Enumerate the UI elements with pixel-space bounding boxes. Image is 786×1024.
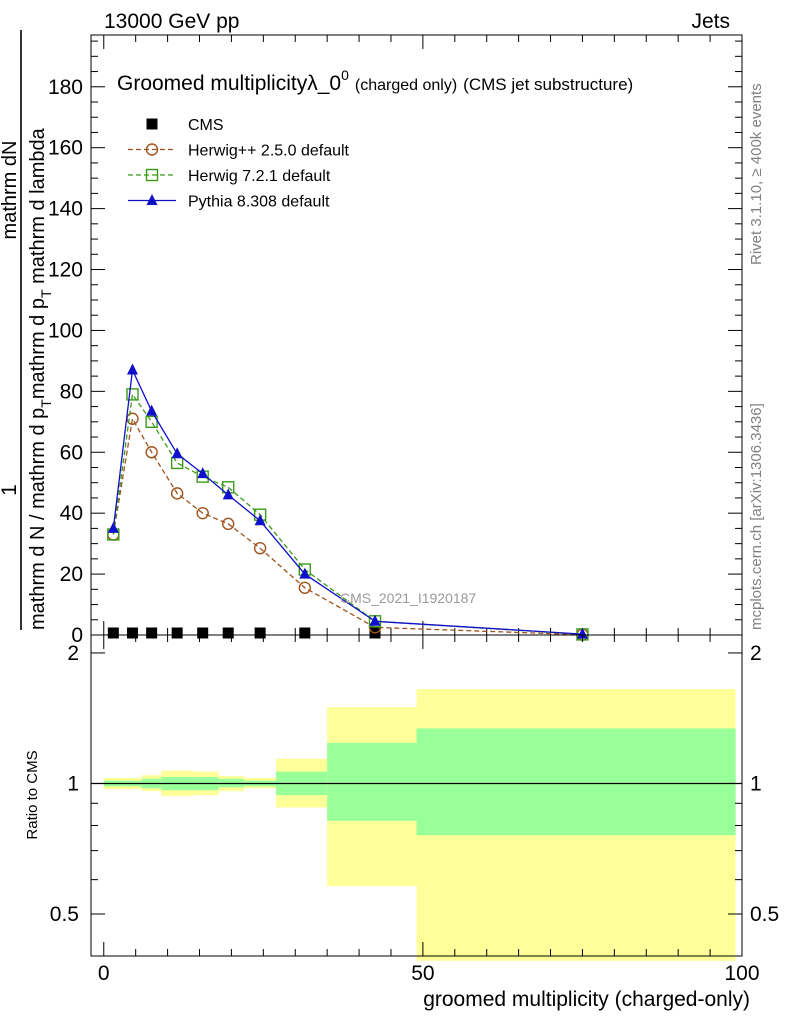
series-3-point-4	[197, 467, 209, 479]
plot-title: Groomed multiplicityλ_00 (charged only) (C…	[117, 67, 633, 95]
main-ytick-label: 100	[48, 319, 83, 342]
legend: CMS Herwig++ 2.5.0 default Herwig 7.2.1 de…	[128, 117, 350, 211]
ratio-stat-band-9	[416, 728, 736, 836]
legend-label-3: Pythia 8.308 default	[188, 194, 330, 211]
ratio-frame	[90, 634, 743, 957]
main-ytick-label: 140	[48, 198, 83, 221]
main-ytick-label: 180	[48, 76, 83, 99]
ratio-xtick-label: 0	[98, 962, 110, 985]
series-3-point-8	[369, 614, 381, 626]
legend-label-2: Herwig 7.2.1 default	[188, 168, 331, 185]
y-axis-label: 1 mathrm dN mathrm d N / mathrm d pTmath…	[0, 30, 54, 630]
ylabel-den-sub2: T	[38, 289, 54, 298]
main-panel: 0 20 40 60 80 100 120 140 160 180	[48, 34, 743, 647]
ratio-xtick-label: 100	[724, 962, 759, 985]
ratio-ytick-label-left: 1	[67, 772, 79, 795]
series-2-point-1	[126, 388, 139, 401]
main-ytick-label: 80	[60, 380, 83, 403]
series-3-point-9	[576, 627, 588, 639]
ylabel-den-sub1: T	[38, 399, 54, 408]
legend-marker-0	[146, 118, 158, 130]
series-2-point-2	[145, 415, 158, 429]
series-1-point-4	[196, 506, 209, 520]
series-1-point-3	[170, 487, 184, 500]
main-ytick-label: 20	[60, 563, 83, 586]
x-axis-label: groomed multiplicity (charged-only)	[423, 988, 750, 1011]
series-line-3	[112, 367, 583, 635]
series-1-point-2	[145, 446, 158, 459]
ratio-xtick-label: 50	[411, 962, 434, 985]
series-3-point-2	[146, 404, 158, 416]
series-1-point-5	[222, 517, 235, 531]
ylabel-denominator: mathrm d N / mathrm d pTmathrm d pT math…	[27, 127, 54, 630]
ratio-ytick-label-right: 0.5	[750, 903, 779, 926]
legend-label-0: CMS	[188, 117, 224, 134]
ylabel-den-part3: mathrm d lambda	[27, 127, 49, 289]
series-3-point-3	[171, 447, 183, 459]
main-ytick-label: 160	[48, 137, 83, 160]
series-line-2	[112, 392, 583, 636]
rivet-info-label: Rivet 3.1.10, ≥ 400k events	[748, 83, 765, 265]
ratio-ytick-label-left: 0.5	[50, 903, 79, 926]
series-3-point-0	[107, 521, 119, 533]
series-3-point-1	[126, 363, 138, 375]
series-0-point-5	[222, 627, 234, 639]
legend-marker-2	[145, 168, 159, 182]
main-ytick-label: 120	[48, 259, 83, 282]
main-ytick-label: 60	[60, 441, 83, 464]
series-0-point-7	[299, 627, 311, 639]
legend-marker-1	[145, 143, 159, 156]
series-2-point-3	[170, 456, 184, 470]
series-0-point-0	[107, 627, 119, 639]
analysis-watermark: CMS_2021_I1920187	[340, 590, 476, 606]
main-ytick-label: 0	[71, 624, 83, 647]
ylabel-one: 1	[0, 484, 21, 496]
series-3-point-7	[299, 567, 311, 579]
header-jets-label: Jets	[691, 10, 730, 33]
header-energy-label: 13000 GeV pp	[104, 10, 239, 33]
mcplots-info-label: mcplots.cern.ch [arXiv:1306.3436]	[748, 403, 765, 630]
series-1-point-6	[253, 541, 267, 555]
legend-marker-3	[146, 194, 158, 205]
plot-title-small: (charged only)	[355, 77, 457, 94]
ylabel-numerator: mathrm dN	[0, 141, 21, 240]
plot-title-sup: 0	[341, 67, 349, 83]
plot-title-suffix: (CMS jet substructure)	[463, 75, 633, 94]
plot-title-main: Groomed multiplicityλ_0	[117, 72, 341, 95]
series-3-point-6	[254, 514, 266, 526]
series-3-point-5	[222, 488, 234, 500]
series-0-point-1	[126, 627, 138, 639]
ratio-ylabel: Ratio to CMS	[24, 750, 41, 839]
series-0-point-4	[197, 627, 209, 639]
series-0-point-6	[254, 627, 266, 639]
ylabel-den-part1: mathrm d N / mathrm d p	[27, 408, 49, 630]
ylabel-den-part2: mathrm d p	[27, 298, 49, 399]
ratio-panel: 0 50 100 0.5 0.5 1 1 2 2	[50, 634, 779, 985]
ratio-ytick-label-left: 2	[67, 642, 79, 665]
ratio-ytick-label-right: 1	[750, 772, 762, 795]
main-ytick-label: 40	[60, 502, 83, 525]
series-1-point-7	[298, 581, 312, 594]
ratio-stat-band-8	[327, 742, 417, 821]
series-0-point-3	[171, 627, 183, 639]
legend-label-1: Herwig++ 2.5.0 default	[188, 143, 350, 160]
series-0-point-2	[146, 627, 158, 639]
ratio-ytick-label-right: 2	[750, 642, 762, 665]
series-line-1	[112, 416, 583, 636]
